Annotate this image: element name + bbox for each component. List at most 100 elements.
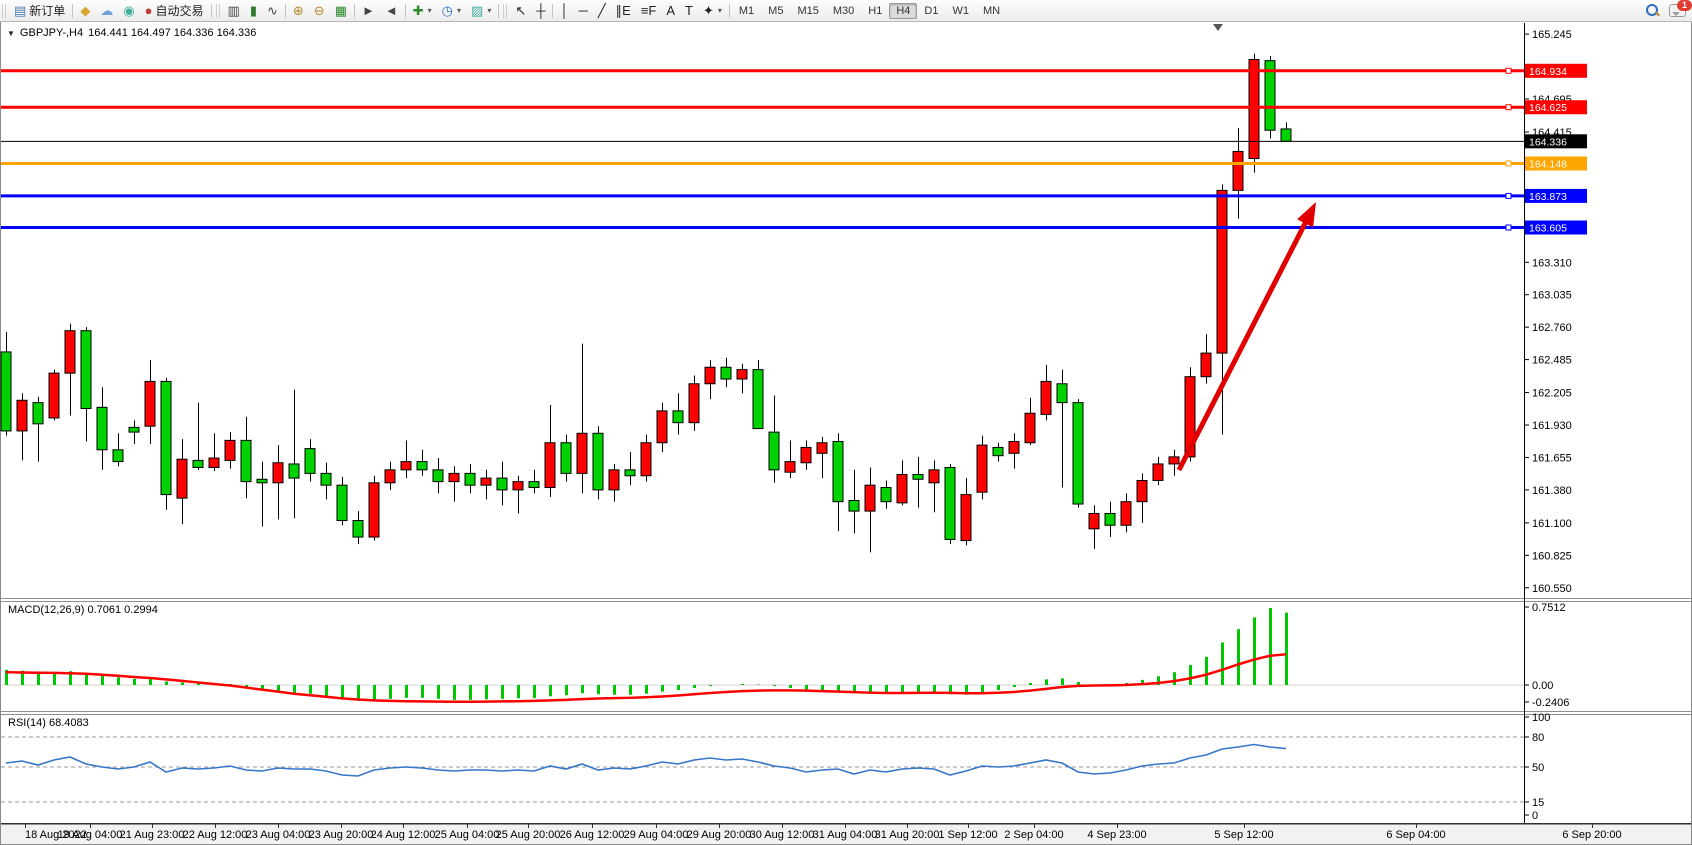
main-price-pane[interactable] bbox=[0, 24, 1524, 553]
candle-43 bbox=[688, 383, 700, 424]
macd-pane[interactable]: MACD(12,26,9) 0.7061 0.2994 0.7512 0.00 -0.… bbox=[1, 602, 1569, 709]
candle-18 bbox=[288, 463, 300, 479]
cursor-button[interactable]: ↖ bbox=[510, 2, 531, 19]
text-label-button[interactable]: T bbox=[680, 2, 698, 19]
community-button[interactable]: ☁ bbox=[95, 2, 118, 19]
rsi-pane[interactable]: RSI(14) 68.4083 100 80 50 150 bbox=[1, 712, 1550, 822]
market-button[interactable]: ◆ bbox=[75, 2, 95, 19]
chevron-down-icon[interactable]: ▾ bbox=[427, 6, 432, 15]
new-order-button[interactable]: ▤ 新订单 bbox=[9, 0, 70, 21]
equidistant-channel-icon: ∥E bbox=[615, 3, 631, 18]
timeframe-m30-button[interactable]: M30 bbox=[832, 4, 855, 17]
text-button[interactable]: A bbox=[661, 2, 680, 19]
cursor-icon: ↖ bbox=[515, 3, 527, 18]
resistance-line-1-handle[interactable] bbox=[1505, 67, 1512, 74]
candle-75 bbox=[1200, 352, 1212, 378]
hline-button[interactable]: ─ bbox=[574, 2, 593, 19]
autotrade-button-label: 自动交易 bbox=[155, 4, 204, 18]
new-order-button-label: 新订单 bbox=[29, 4, 66, 18]
crosshair-button[interactable]: ┼ bbox=[531, 2, 550, 19]
indicators-icon: ✚ bbox=[412, 3, 424, 18]
autotrade-icon: ● bbox=[144, 3, 153, 18]
fibonacci-button[interactable]: ≡F bbox=[636, 2, 662, 19]
timeframe-h1-button[interactable]: H1 bbox=[868, 4, 883, 17]
timeframe-d1-button[interactable]: D1 bbox=[924, 4, 939, 17]
arrows-button[interactable]: ✦ ▾ bbox=[698, 2, 727, 19]
resistance-line-2-handle[interactable] bbox=[1505, 104, 1512, 111]
macd-signal-line bbox=[5, 653, 1287, 703]
candle-21 bbox=[336, 484, 348, 522]
svg-text:162.205: 162.205 bbox=[1532, 388, 1572, 400]
svg-text:163.035: 163.035 bbox=[1532, 290, 1572, 302]
notifications-icon[interactable]: 1 bbox=[1669, 0, 1692, 17]
svg-text:29 Aug 04:00: 29 Aug 04:00 bbox=[624, 829, 689, 841]
periods-icon: ◷ bbox=[441, 3, 454, 18]
timeframe-mn-button[interactable]: MN bbox=[982, 4, 1001, 17]
candle-3 bbox=[48, 372, 60, 419]
trendline-button[interactable]: ╱ bbox=[593, 2, 611, 19]
candle-70 bbox=[1120, 501, 1132, 526]
tile-windows-button[interactable]: ▦ bbox=[330, 2, 352, 19]
candle-72 bbox=[1152, 463, 1164, 481]
candle-24 bbox=[384, 469, 396, 484]
templates-button[interactable]: ▨ ▾ bbox=[466, 2, 496, 19]
market-icon: ◆ bbox=[80, 3, 91, 18]
support-line-2-handle[interactable] bbox=[1505, 224, 1512, 231]
candle-32 bbox=[512, 481, 524, 491]
chart-shift-button[interactable]: ◄ bbox=[380, 2, 403, 19]
auto-scroll-button[interactable]: ► bbox=[357, 2, 380, 19]
candle-5 bbox=[80, 330, 92, 410]
chart-shift-marker[interactable] bbox=[1213, 24, 1223, 31]
candle-74 bbox=[1184, 376, 1196, 458]
trend-arrow-shaft[interactable] bbox=[1176, 213, 1312, 472]
zoom-in-button[interactable]: ⊕ bbox=[288, 2, 309, 19]
trend-arrow-head[interactable] bbox=[1297, 202, 1316, 228]
candle-29 bbox=[464, 472, 476, 486]
signals-button[interactable]: ◉ bbox=[118, 2, 139, 19]
timeframe-m1-button[interactable]: M1 bbox=[738, 4, 755, 17]
timeframe-m5-button[interactable]: M5 bbox=[768, 4, 784, 17]
candlestick-chart-button[interactable]: ▮ bbox=[245, 2, 262, 19]
chevron-down-icon[interactable]: ▾ bbox=[717, 6, 722, 15]
svg-text:23 Aug 04:00: 23 Aug 04:00 bbox=[246, 829, 311, 841]
line-chart-icon: ∿ bbox=[266, 3, 278, 18]
candle-39 bbox=[624, 469, 636, 477]
svg-text:161.380: 161.380 bbox=[1532, 485, 1572, 497]
candle-0 bbox=[0, 351, 12, 432]
candle-1 bbox=[16, 399, 28, 432]
timeframe-w1-button[interactable]: W1 bbox=[952, 4, 969, 17]
candle-46 bbox=[736, 369, 748, 380]
vline-icon: │ bbox=[560, 3, 569, 18]
collapse-ohlc-icon[interactable]: ▼ bbox=[7, 28, 15, 38]
line-chart-button[interactable]: ∿ bbox=[262, 2, 283, 19]
zoom-out-button[interactable]: ⊖ bbox=[309, 2, 330, 19]
pivot-line-handle[interactable] bbox=[1505, 160, 1512, 167]
chevron-down-icon[interactable]: ▾ bbox=[487, 6, 492, 15]
search-icon[interactable] bbox=[1646, 4, 1660, 17]
candle-55 bbox=[880, 487, 892, 503]
svg-text:2 Sep 04:00: 2 Sep 04:00 bbox=[1004, 829, 1063, 841]
crosshair-icon: ┼ bbox=[536, 3, 546, 18]
timeframe-h4-button[interactable]: H4 bbox=[889, 2, 918, 19]
support-line-1-handle[interactable] bbox=[1505, 192, 1512, 199]
tile-windows-icon: ▦ bbox=[334, 3, 347, 18]
equidistant-channel-button[interactable]: ∥E bbox=[611, 2, 636, 19]
svg-text:18 Aug 2022: 18 Aug 2022 bbox=[25, 829, 87, 841]
svg-text:1 Sep 12:00: 1 Sep 12:00 bbox=[938, 829, 997, 841]
chevron-down-icon[interactable]: ▾ bbox=[457, 6, 462, 15]
indicators-button[interactable]: ✚ ▾ bbox=[408, 2, 437, 19]
candle-63 bbox=[1008, 441, 1020, 454]
bar-chart-button[interactable]: ▥ bbox=[223, 2, 245, 19]
candle-78 bbox=[1248, 58, 1260, 160]
timeframe-m15-button[interactable]: M15 bbox=[797, 4, 819, 17]
autotrade-button[interactable]: ● 自动交易 bbox=[140, 0, 209, 21]
chart-symbol-title[interactable]: ▼ GBPJPY-,H4 164.441 164.497 164.336 164… bbox=[7, 27, 256, 39]
candle-30 bbox=[480, 477, 492, 486]
svg-text:161.930: 161.930 bbox=[1532, 420, 1572, 432]
periods-button[interactable]: ◷ ▾ bbox=[437, 2, 466, 19]
candle-6 bbox=[96, 406, 108, 451]
vline-button[interactable]: │ bbox=[555, 2, 573, 19]
